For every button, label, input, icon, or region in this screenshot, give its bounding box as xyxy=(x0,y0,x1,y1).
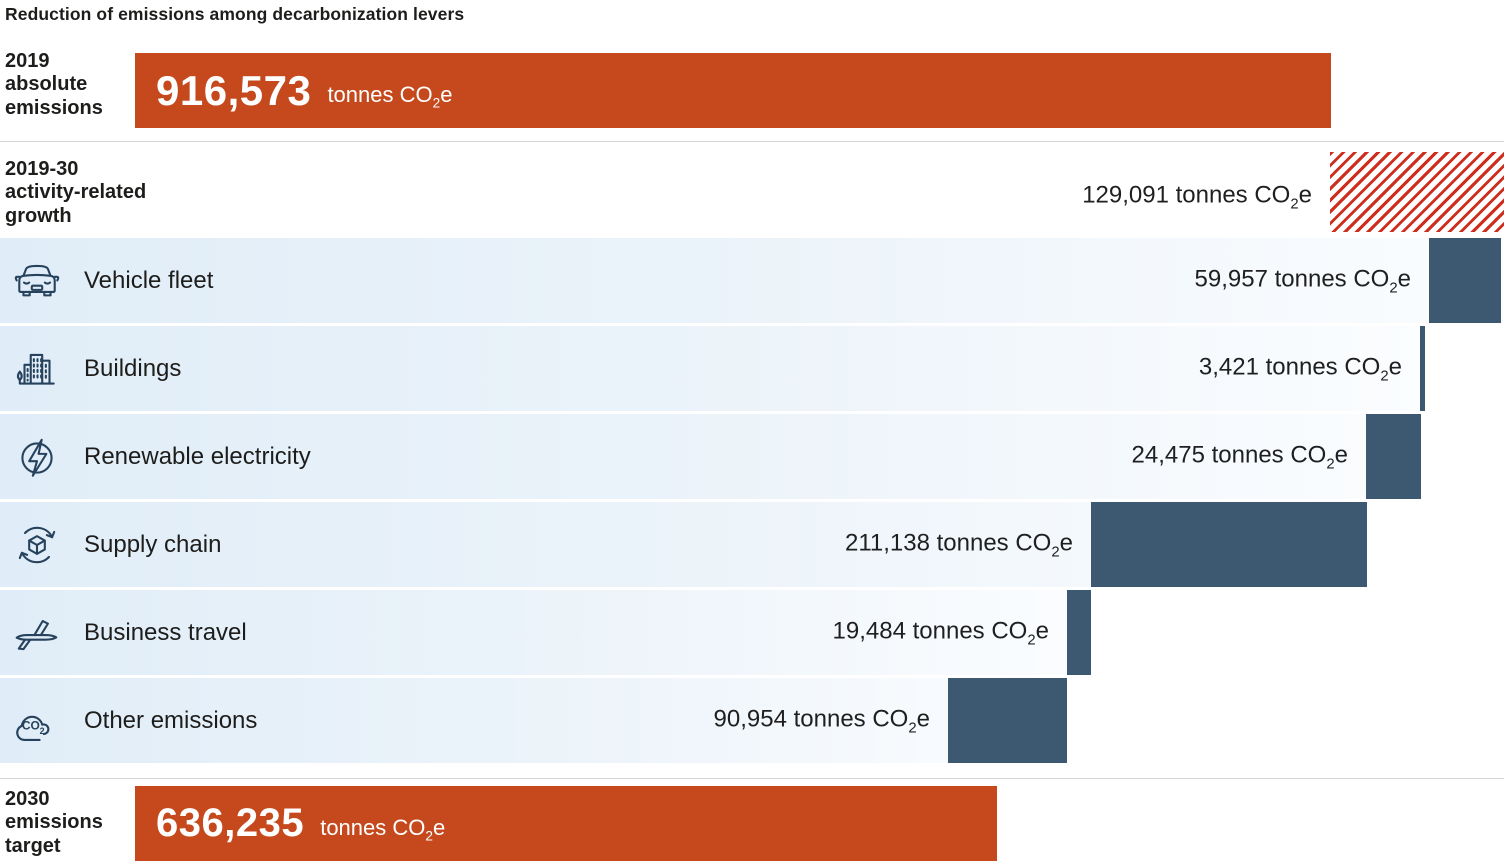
value-number: 211,138 xyxy=(844,529,930,557)
chart-title: Reduction of emissions among decarboniza… xyxy=(5,4,465,24)
unit-sub: 2 xyxy=(908,719,917,736)
lever-bar xyxy=(948,678,1067,763)
lever-label: Buildings xyxy=(84,354,182,382)
unit-sub: 2 xyxy=(425,828,433,844)
lever-row-other-emissions: CO 2 Other emissions 90,954 tonnes CO2e xyxy=(0,678,1504,763)
car-icon xyxy=(12,256,62,306)
unit-co: tonnes CO xyxy=(1267,265,1390,293)
unit-co: tonnes CO xyxy=(314,815,426,841)
row-background xyxy=(0,326,1425,411)
growth-label: 2019-30 activity-related growth xyxy=(5,158,147,227)
lever-value: 19,484 tonnes CO2e xyxy=(833,617,1049,648)
lever-label: Supply chain xyxy=(84,530,222,558)
unit-co: tonnes CO xyxy=(786,705,909,733)
value-number: 24,475 xyxy=(1131,441,1205,469)
divider xyxy=(0,778,1504,779)
unit-co: tonnes CO xyxy=(321,82,433,108)
start-total-value: 916,573 xyxy=(156,66,312,114)
lever-bar xyxy=(1091,502,1367,587)
lever-bar xyxy=(1366,414,1421,499)
unit-sub: 2 xyxy=(432,95,441,111)
unit-suffix: e xyxy=(432,815,446,841)
row-background xyxy=(0,414,1421,499)
value-number: 90,954 xyxy=(713,705,787,733)
unit-suffix: e xyxy=(916,705,930,733)
svg-text:CO: CO xyxy=(22,718,40,732)
co2-cloud-icon: CO 2 xyxy=(12,696,62,746)
lightning-icon xyxy=(12,432,62,482)
unit-co: tonnes CO xyxy=(1204,441,1327,469)
lever-bar xyxy=(1429,238,1501,323)
unit-sub: 2 xyxy=(1290,196,1299,213)
lever-row-supply-chain: Supply chain 211,138 tonnes CO2e xyxy=(0,502,1504,587)
buildings-icon xyxy=(12,344,62,394)
lever-label: Vehicle fleet xyxy=(84,266,214,294)
start-total-bar: 916,573 tonnes CO2e xyxy=(135,53,1331,128)
unit-co: tonnes CO xyxy=(1258,353,1381,381)
lever-bar xyxy=(1067,590,1091,675)
unit-sub: 2 xyxy=(1027,631,1036,648)
lever-value: 211,138 tonnes CO2e xyxy=(845,529,1073,560)
airplane-icon xyxy=(12,608,62,658)
lever-label: Other emissions xyxy=(84,706,258,734)
divider xyxy=(0,141,1504,142)
end-total-bar: 636,235 tonnes CO2e xyxy=(135,786,997,861)
unit-suffix: e xyxy=(1298,181,1312,209)
end-total-unit: tonnes CO2e xyxy=(314,803,445,843)
unit-suffix: e xyxy=(1035,617,1049,645)
row-background xyxy=(0,590,1091,675)
lever-value: 24,475 tonnes CO2e xyxy=(1132,441,1348,472)
svg-text:2: 2 xyxy=(40,726,45,736)
unit-suffix: e xyxy=(1388,353,1402,381)
unit-sub: 2 xyxy=(1380,367,1389,384)
lever-row-buildings: Buildings 3,421 tonnes CO2e xyxy=(0,326,1504,411)
unit-sub: 2 xyxy=(1326,455,1335,472)
lever-row-vehicle-fleet: Vehicle fleet 59,957 tonnes CO2e xyxy=(0,238,1504,323)
lever-value: 90,954 tonnes CO2e xyxy=(714,705,930,736)
end-total-value: 636,235 xyxy=(156,801,305,845)
growth-hatched-bar xyxy=(1330,152,1504,232)
lever-row-renewable-electricity: Renewable electricity 24,475 tonnes CO2e xyxy=(0,414,1504,499)
value-number: 59,957 xyxy=(1194,265,1268,293)
value-number: 3,421 xyxy=(1198,353,1259,381)
unit-suffix: e xyxy=(1059,529,1073,557)
lever-label: Business travel xyxy=(84,618,247,646)
unit-sub: 2 xyxy=(1389,279,1398,296)
lever-row-business-travel: Business travel 19,484 tonnes CO2e xyxy=(0,590,1504,675)
unit-suffix: e xyxy=(1397,265,1411,293)
unit-sub: 2 xyxy=(1051,543,1060,560)
growth-value: 129,091 tonnes CO2e xyxy=(1082,182,1312,213)
lever-bar xyxy=(1420,326,1425,411)
unit-co: tonnes CO xyxy=(929,529,1052,557)
unit-co: tonnes CO xyxy=(905,617,1028,645)
row-background xyxy=(0,238,1504,323)
start-total-unit: tonnes CO2e xyxy=(321,70,452,110)
value-number: 129,091 xyxy=(1082,181,1169,209)
lever-label: Renewable electricity xyxy=(84,442,311,470)
start-total-label: 2019 absolute emissions xyxy=(5,50,103,119)
unit-suffix: e xyxy=(440,82,453,108)
lever-value: 59,957 tonnes CO2e xyxy=(1195,265,1411,296)
lever-value: 3,421 tonnes CO2e xyxy=(1199,353,1402,384)
end-total-label: 2030 emissions target xyxy=(5,788,103,857)
value-number: 19,484 xyxy=(832,617,906,645)
row-background xyxy=(0,678,1067,763)
unit-suffix: e xyxy=(1334,441,1348,469)
supply-chain-icon xyxy=(12,520,62,570)
unit-co: tonnes CO xyxy=(1168,181,1291,209)
